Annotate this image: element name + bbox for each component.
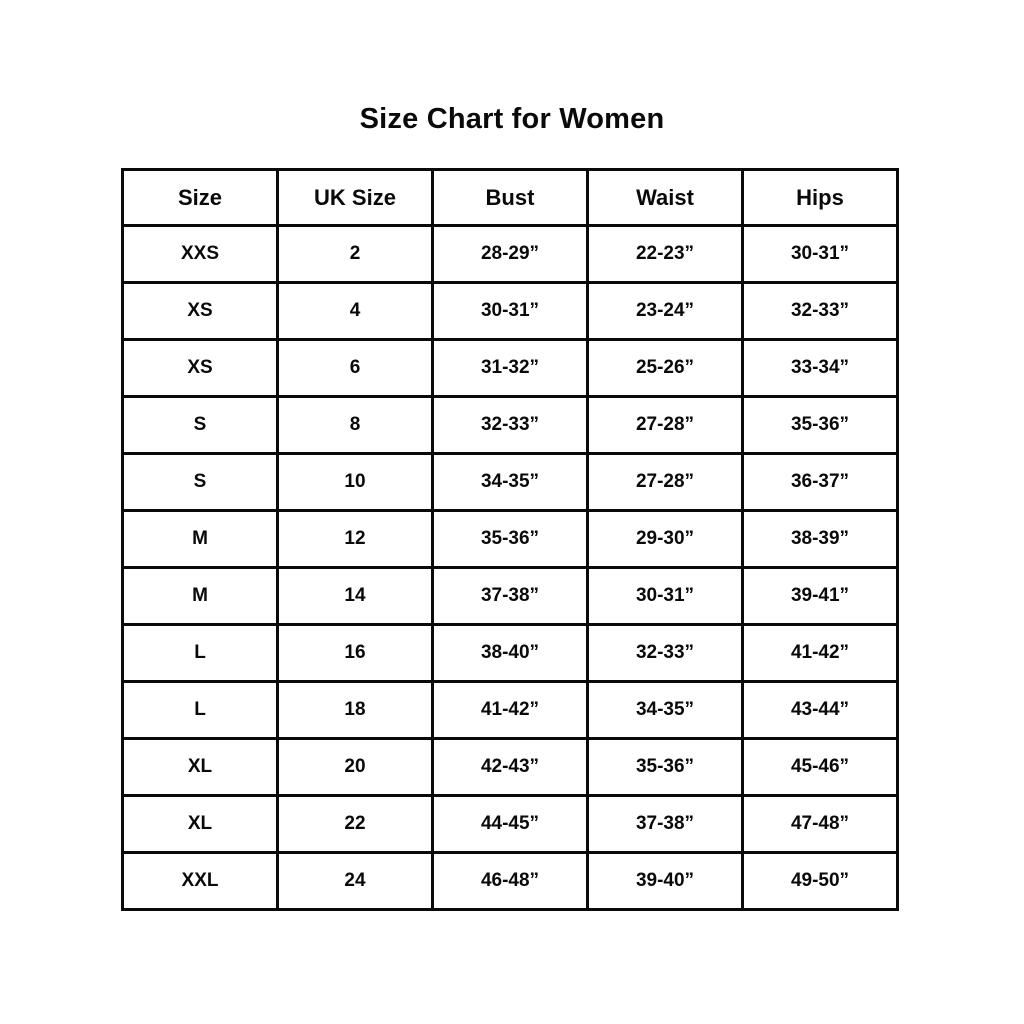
table-cell: 6 (276, 338, 434, 398)
table-header: Size UK Size Bust Waist Hips (121, 168, 899, 227)
table-cell: XS (121, 281, 279, 341)
table-cell: 38-40” (431, 623, 589, 683)
table-cell: 22-23” (586, 224, 744, 284)
table-row: L 18 41-42” 34-35” 43-44” (121, 680, 899, 740)
table-row: XS 6 31-32” 25-26” 33-34” (121, 338, 899, 398)
table-cell: XL (121, 794, 279, 854)
table-cell: 37-38” (431, 566, 589, 626)
table-cell: 46-48” (431, 851, 589, 911)
column-header-bust: Bust (431, 168, 589, 227)
table-cell: 39-40” (586, 851, 744, 911)
table-cell: 32-33” (586, 623, 744, 683)
table-cell: 12 (276, 509, 434, 569)
table-cell: 25-26” (586, 338, 744, 398)
table-row: XL 22 44-45” 37-38” 47-48” (121, 794, 899, 854)
table-cell: 49-50” (741, 851, 899, 911)
column-header-waist: Waist (586, 168, 744, 227)
table-row: XL 20 42-43” 35-36” 45-46” (121, 737, 899, 797)
table-cell: L (121, 680, 279, 740)
table-cell: 47-48” (741, 794, 899, 854)
table-cell: 38-39” (741, 509, 899, 569)
table-cell: 30-31” (741, 224, 899, 284)
column-header-uk-size: UK Size (276, 168, 434, 227)
table-cell: 24 (276, 851, 434, 911)
table-cell: 23-24” (586, 281, 744, 341)
table-row: M 14 37-38” 30-31” 39-41” (121, 566, 899, 626)
table-cell: 35-36” (431, 509, 589, 569)
table-row: XXL 24 46-48” 39-40” 49-50” (121, 851, 899, 911)
table-cell: L (121, 623, 279, 683)
header-row: Size UK Size Bust Waist Hips (121, 168, 899, 227)
table-cell: 36-37” (741, 452, 899, 512)
table-body: XXS 2 28-29” 22-23” 30-31” XS 4 30-31” 23-24” 32-… (121, 224, 899, 911)
table-cell: 35-36” (586, 737, 744, 797)
table-cell: 30-31” (586, 566, 744, 626)
table-cell: 16 (276, 623, 434, 683)
table-cell: 45-46” (741, 737, 899, 797)
table-cell: XS (121, 338, 279, 398)
table-cell: 22 (276, 794, 434, 854)
table-cell: S (121, 395, 279, 455)
table-cell: S (121, 452, 279, 512)
table-cell: 44-45” (431, 794, 589, 854)
table-cell: 27-28” (586, 395, 744, 455)
table-row: S 10 34-35” 27-28” 36-37” (121, 452, 899, 512)
table-row: S 8 32-33” 27-28” 35-36” (121, 395, 899, 455)
table-row: L 16 38-40” 32-33” 41-42” (121, 623, 899, 683)
table-cell: 4 (276, 281, 434, 341)
column-header-hips: Hips (741, 168, 899, 227)
table-cell: 2 (276, 224, 434, 284)
table-cell: XXL (121, 851, 279, 911)
table-cell: 42-43” (431, 737, 589, 797)
table-cell: 37-38” (586, 794, 744, 854)
table-cell: 20 (276, 737, 434, 797)
table-cell: 27-28” (586, 452, 744, 512)
table-cell: 29-30” (586, 509, 744, 569)
table-cell: 43-44” (741, 680, 899, 740)
table-cell: 34-35” (431, 452, 589, 512)
size-chart-table: Size UK Size Bust Waist Hips XXS 2 28-29” 22-23… (121, 168, 899, 911)
table-cell: 18 (276, 680, 434, 740)
table-cell: 32-33” (741, 281, 899, 341)
column-header-size: Size (121, 168, 279, 227)
table-cell: 31-32” (431, 338, 589, 398)
table-cell: M (121, 509, 279, 569)
table-cell: 32-33” (431, 395, 589, 455)
table-row: XXS 2 28-29” 22-23” 30-31” (121, 224, 899, 284)
table-cell: 41-42” (431, 680, 589, 740)
table-cell: XXS (121, 224, 279, 284)
table-cell: 41-42” (741, 623, 899, 683)
table-cell: 28-29” (431, 224, 589, 284)
table-cell: 8 (276, 395, 434, 455)
table-cell: M (121, 566, 279, 626)
table-cell: 10 (276, 452, 434, 512)
table-cell: 39-41” (741, 566, 899, 626)
table-row: M 12 35-36” 29-30” 38-39” (121, 509, 899, 569)
table-cell: 34-35” (586, 680, 744, 740)
table-cell: 30-31” (431, 281, 589, 341)
table-row: XS 4 30-31” 23-24” 32-33” (121, 281, 899, 341)
table-cell: XL (121, 737, 279, 797)
table-cell: 14 (276, 566, 434, 626)
table-cell: 35-36” (741, 395, 899, 455)
table-cell: 33-34” (741, 338, 899, 398)
page-title: Size Chart for Women (359, 103, 665, 135)
